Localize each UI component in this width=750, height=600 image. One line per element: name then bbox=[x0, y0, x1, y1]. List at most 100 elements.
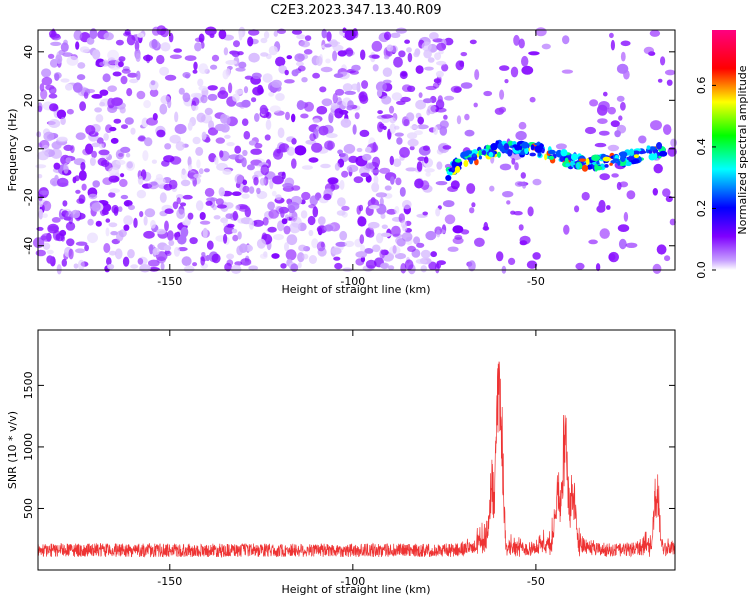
heatmap-cell bbox=[344, 29, 356, 41]
heatmap-cell bbox=[226, 253, 235, 260]
heatmap-cell bbox=[452, 225, 464, 234]
heatmap-cell bbox=[47, 53, 55, 59]
heatmap-cell bbox=[308, 255, 317, 264]
heatmap-cell bbox=[256, 187, 261, 195]
heatmap-cell bbox=[329, 110, 335, 116]
heatmap-cell bbox=[438, 49, 444, 55]
heatmap-cell bbox=[405, 112, 415, 122]
heatmap-cell bbox=[328, 41, 341, 46]
heatmap-y-ticks: -40 -20 0 20 40 bbox=[22, 45, 675, 255]
heatmap-cell bbox=[535, 27, 547, 37]
heatmap-cell bbox=[356, 147, 363, 153]
heatmap-cell bbox=[56, 109, 67, 120]
heatmap-cell bbox=[333, 256, 341, 261]
heatmap-cell bbox=[656, 244, 667, 255]
heatmap-cell bbox=[599, 228, 610, 239]
heatmap-cell bbox=[326, 133, 338, 139]
heatmap-cell bbox=[435, 262, 440, 274]
heatmap-cell bbox=[268, 91, 275, 97]
heatmap-cell bbox=[243, 86, 249, 94]
heatmap-cell bbox=[295, 61, 304, 67]
heatmap-cell bbox=[60, 42, 69, 52]
heatmap-cell bbox=[241, 99, 251, 108]
heatmap-cell bbox=[65, 221, 76, 231]
heatmap-cell bbox=[75, 41, 80, 50]
heatmap-cell bbox=[285, 111, 290, 121]
heatmap-ridge-cell bbox=[472, 153, 477, 158]
heatmap-cell bbox=[425, 230, 437, 241]
heatmap-cell bbox=[235, 67, 246, 72]
heatmap-cell bbox=[394, 253, 407, 260]
heatmap-cell bbox=[177, 247, 188, 252]
heatmap-cell bbox=[390, 176, 395, 185]
heatmap-cell bbox=[597, 118, 608, 124]
heatmap-cell bbox=[581, 191, 590, 201]
heatmap-cell bbox=[413, 236, 421, 245]
heatmap-cell bbox=[150, 219, 156, 229]
heatmap-cell bbox=[436, 229, 441, 238]
heatmap-cell bbox=[276, 149, 282, 154]
heatmap-cell bbox=[422, 145, 430, 151]
heatmap-cell bbox=[284, 79, 295, 84]
heatmap-cell bbox=[398, 50, 406, 58]
heatmap-cell bbox=[223, 224, 234, 235]
heatmap-cell bbox=[268, 45, 278, 56]
heatmap-cell bbox=[77, 62, 86, 69]
heatmap-ridge-cell bbox=[581, 164, 589, 172]
heatmap-cell bbox=[271, 190, 277, 197]
heatmap-cell bbox=[47, 223, 59, 234]
heatmap-cell bbox=[352, 124, 357, 135]
heatmap-ridge-cell bbox=[594, 165, 603, 171]
heatmap-cell bbox=[378, 35, 385, 41]
heatmap-cell bbox=[520, 172, 526, 179]
heatmap-cell bbox=[173, 232, 178, 238]
heatmap-cell bbox=[618, 115, 623, 121]
heatmap-cell bbox=[441, 63, 449, 72]
heatmap-cell bbox=[424, 66, 434, 71]
heatmap-cell bbox=[123, 224, 130, 231]
heatmap-cell bbox=[135, 70, 141, 81]
heatmap-ridge-cell bbox=[547, 149, 556, 155]
heatmap-cell bbox=[425, 85, 437, 91]
heatmap-cell bbox=[336, 210, 346, 216]
heatmap-cell bbox=[253, 176, 259, 186]
heatmap-cell bbox=[278, 143, 290, 153]
heatmap-cell bbox=[468, 260, 476, 272]
heatmap-cell bbox=[281, 171, 286, 180]
heatmap-cell bbox=[65, 83, 73, 91]
heatmap-cell bbox=[257, 87, 265, 95]
heatmap-cell bbox=[291, 216, 302, 228]
heatmap-cell bbox=[420, 265, 427, 273]
heatmap-cell bbox=[382, 125, 387, 130]
heatmap-cell bbox=[43, 131, 55, 142]
heatmap-cell bbox=[360, 49, 366, 61]
heatmap-cell bbox=[55, 233, 65, 242]
heatmap-cell bbox=[91, 94, 103, 99]
heatmap-cell bbox=[125, 152, 131, 158]
heatmap-cell bbox=[169, 54, 182, 60]
heatmap-cell bbox=[107, 85, 117, 92]
heatmap-ridge-cell bbox=[656, 142, 663, 150]
heatmap-cell bbox=[134, 40, 140, 52]
heatmap-cell bbox=[662, 188, 671, 198]
heatmap-cell bbox=[89, 157, 96, 166]
heatmap-cell bbox=[428, 261, 437, 271]
heatmap-cell bbox=[514, 162, 519, 171]
heatmap-cell bbox=[603, 91, 608, 97]
heatmap-cell bbox=[296, 34, 306, 40]
heatmap-cell bbox=[382, 67, 393, 77]
heatmap-cell bbox=[37, 102, 43, 113]
heatmap-cell bbox=[426, 109, 431, 116]
heatmap-cell bbox=[317, 216, 326, 226]
heatmap-cell bbox=[275, 194, 282, 201]
heatmap-cell bbox=[137, 175, 144, 185]
heatmap-cell bbox=[189, 237, 198, 245]
heatmap-cell bbox=[652, 188, 658, 196]
heatmap-cell bbox=[420, 249, 431, 259]
heatmap-cell bbox=[107, 263, 115, 270]
heatmap-cell bbox=[365, 228, 372, 238]
heatmap-cell bbox=[242, 149, 248, 157]
heatmap-cell bbox=[121, 68, 131, 74]
heatmap-cell bbox=[423, 156, 429, 164]
